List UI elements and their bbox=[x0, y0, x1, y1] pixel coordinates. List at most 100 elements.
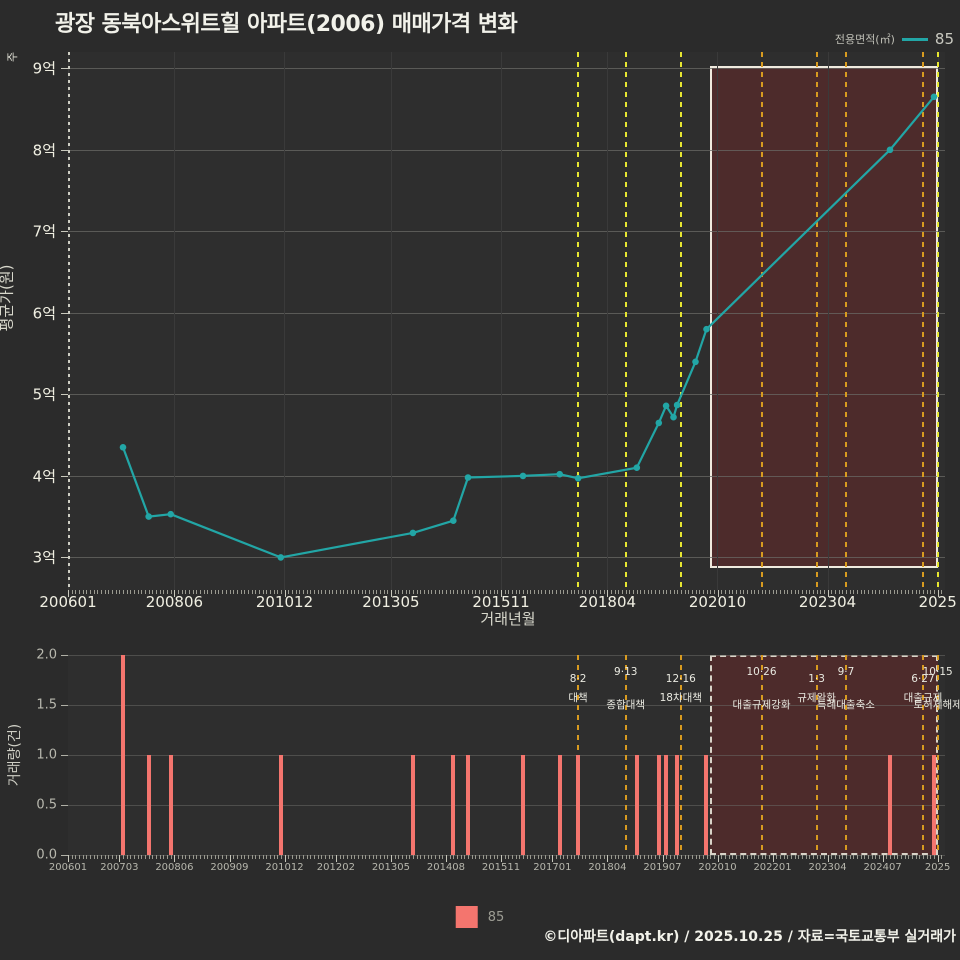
ruler-tick bbox=[240, 855, 242, 859]
ruler-tick bbox=[541, 590, 543, 594]
ruler-tick bbox=[350, 855, 352, 859]
volume-bar[interactable] bbox=[656, 755, 661, 855]
price-data-point[interactable] bbox=[930, 93, 938, 101]
volume-bar[interactable] bbox=[121, 655, 126, 855]
price-data-point[interactable] bbox=[450, 517, 457, 524]
volume-y-tick-label: 0.5 bbox=[36, 797, 57, 813]
ruler-tick bbox=[695, 590, 697, 594]
volume-bar[interactable] bbox=[887, 755, 892, 855]
ruler-tick bbox=[284, 855, 286, 862]
price-y-tick-label: 7억 bbox=[32, 222, 56, 241]
ruler-tick bbox=[449, 590, 451, 594]
ruler-tick bbox=[376, 855, 378, 859]
ruler-tick bbox=[434, 590, 436, 594]
price-data-point[interactable] bbox=[662, 402, 670, 410]
price-data-point[interactable] bbox=[519, 472, 527, 480]
price-data-point[interactable] bbox=[692, 358, 699, 366]
price-x-gridline bbox=[390, 52, 392, 590]
ruler-tick bbox=[200, 590, 202, 594]
ruler-tick bbox=[717, 590, 719, 597]
volume-bar[interactable] bbox=[576, 755, 581, 855]
price-data-point[interactable] bbox=[119, 444, 127, 451]
price-policy-vline bbox=[921, 52, 924, 590]
legend-bottom: 85 bbox=[455, 906, 504, 928]
volume-bar[interactable] bbox=[168, 755, 173, 855]
ruler-tick bbox=[508, 590, 510, 594]
volume-bar[interactable] bbox=[675, 755, 680, 855]
price-policy-vline bbox=[577, 52, 580, 590]
ruler-tick bbox=[398, 855, 400, 859]
ruler-tick bbox=[724, 590, 726, 594]
ruler-tick bbox=[255, 855, 257, 859]
volume-bar[interactable] bbox=[704, 755, 709, 855]
volume-bar[interactable] bbox=[557, 755, 562, 855]
ruler-tick bbox=[207, 855, 209, 859]
volume-bar[interactable] bbox=[931, 755, 936, 855]
ruler-tick bbox=[453, 855, 455, 859]
price-data-point[interactable] bbox=[145, 513, 152, 520]
ruler-tick bbox=[750, 590, 752, 594]
price-x-tick-label: 201012 bbox=[255, 593, 314, 611]
volume-bar[interactable] bbox=[278, 755, 283, 855]
volume-y-axis-label: 거래량(건) bbox=[7, 723, 23, 787]
ruler-tick bbox=[823, 590, 825, 594]
policy-annotation-date: 9·13 bbox=[614, 666, 638, 678]
ruler-tick bbox=[618, 590, 620, 594]
price-data-point[interactable] bbox=[464, 474, 472, 481]
ruler-tick bbox=[592, 590, 594, 594]
ruler-tick bbox=[523, 855, 524, 859]
price-data-point[interactable] bbox=[886, 146, 894, 154]
policy-annotation-date: 10·26 bbox=[746, 666, 777, 678]
volume-bar[interactable] bbox=[146, 755, 151, 855]
ruler-tick bbox=[244, 590, 246, 594]
ruler-tick bbox=[181, 590, 183, 594]
price-data-point[interactable] bbox=[574, 475, 582, 482]
ruler-tick bbox=[376, 590, 378, 594]
volume-bar[interactable] bbox=[521, 755, 525, 855]
ruler-tick bbox=[607, 590, 609, 597]
ruler-tick bbox=[816, 590, 818, 594]
price-data-point[interactable] bbox=[703, 325, 710, 333]
ruler-tick bbox=[816, 855, 818, 859]
ruler-tick bbox=[556, 590, 557, 594]
ruler-tick bbox=[728, 590, 730, 594]
ruler-tick bbox=[229, 590, 231, 594]
ruler-tick bbox=[416, 590, 418, 594]
ruler-tick bbox=[453, 590, 455, 594]
ruler-tick bbox=[346, 855, 348, 859]
ruler-tick bbox=[350, 590, 352, 594]
ruler-tick bbox=[662, 590, 664, 594]
price-data-point[interactable] bbox=[409, 529, 417, 537]
price-data-point[interactable] bbox=[167, 510, 174, 518]
volume-bar[interactable] bbox=[664, 755, 669, 855]
volume-bar[interactable] bbox=[410, 755, 415, 855]
ruler-tick bbox=[357, 590, 359, 594]
volume-bar[interactable] bbox=[465, 755, 470, 855]
price-data-point[interactable] bbox=[655, 419, 663, 427]
price-data-point[interactable] bbox=[673, 401, 681, 409]
ruler-tick bbox=[196, 855, 198, 859]
ruler-tick bbox=[442, 590, 444, 594]
price-data-point[interactable] bbox=[556, 470, 563, 478]
ruler-tick bbox=[71, 590, 73, 594]
ruler-tick bbox=[732, 855, 734, 859]
ruler-tick bbox=[893, 855, 895, 859]
ruler-tick bbox=[79, 590, 80, 594]
ruler-tick bbox=[578, 855, 580, 859]
ruler-tick bbox=[750, 855, 752, 859]
ruler-tick bbox=[159, 590, 161, 594]
price-y-tick-label: 6억 bbox=[32, 304, 56, 323]
ruler-tick bbox=[361, 855, 363, 859]
ruler-tick bbox=[746, 590, 748, 594]
ruler-tick bbox=[112, 855, 113, 859]
ruler-tick bbox=[919, 590, 921, 594]
volume-bar[interactable] bbox=[451, 755, 456, 855]
ruler-tick bbox=[794, 855, 796, 859]
ruler-tick bbox=[405, 855, 407, 859]
price-data-point[interactable] bbox=[277, 554, 285, 561]
price-data-point[interactable] bbox=[670, 413, 677, 421]
price-data-point[interactable] bbox=[633, 464, 641, 472]
ruler-tick bbox=[581, 590, 583, 594]
volume-bar[interactable] bbox=[634, 755, 639, 855]
ruler-tick bbox=[878, 590, 880, 594]
